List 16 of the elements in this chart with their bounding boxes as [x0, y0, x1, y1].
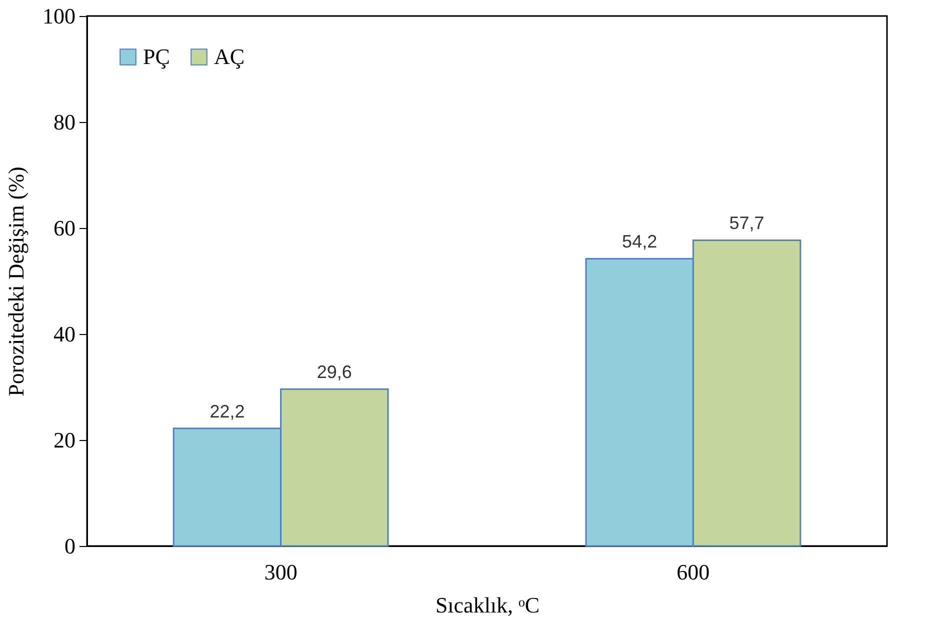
y-axis-title: Porozitedeki Değişim (%) — [4, 166, 28, 396]
legend-label: AÇ — [214, 44, 245, 69]
x-axis-title: Sıcaklık, ᵒC — [435, 592, 540, 618]
y-tick-label: 20 — [54, 428, 76, 452]
y-tick-label: 100 — [42, 4, 76, 28]
x-tick-label: 300 — [264, 560, 298, 584]
y-tick-label: 40 — [54, 322, 76, 346]
data-label: 22,2 — [210, 401, 245, 422]
legend-label: PÇ — [143, 44, 170, 69]
y-tick-label: 80 — [54, 110, 76, 134]
y-tick-label: 0 — [64, 534, 76, 558]
data-label: 29,6 — [316, 362, 352, 382]
y-tick-label: 60 — [54, 216, 76, 240]
x-tick-label: 600 — [676, 560, 710, 584]
data-label: 54,2 — [622, 232, 658, 252]
data-label: 57,7 — [729, 213, 764, 234]
